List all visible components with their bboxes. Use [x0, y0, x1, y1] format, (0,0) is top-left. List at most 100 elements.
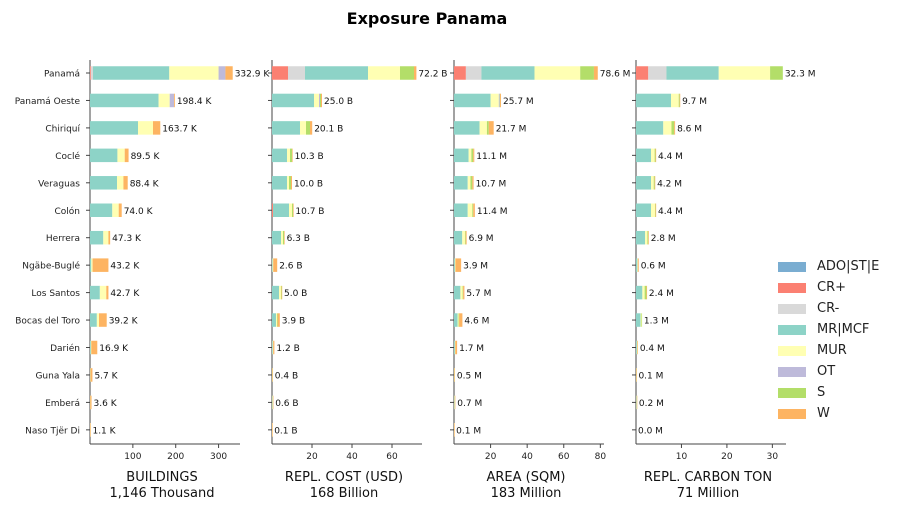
bar-segment: [287, 148, 290, 163]
bar-segment: [671, 93, 679, 108]
bar-segment: [272, 395, 273, 410]
bar-value-label: 8.6 M: [677, 124, 702, 134]
bar-value-label: 0.2 M: [639, 399, 664, 409]
bar-value-label: 21.7 M: [496, 124, 527, 134]
bar-segment: [655, 148, 657, 163]
bar-segment: [123, 176, 128, 190]
bar-value-label: 47.3 K: [112, 234, 142, 244]
chart-panel-2: 20 40 60 REPL. COST (USD)168 Billion 72.2 B 2…: [268, 60, 447, 501]
bar-segment: [281, 285, 282, 300]
bar-segment: [273, 203, 289, 217]
category-label: Herrera: [46, 234, 80, 244]
bar-segment: [90, 66, 93, 80]
category-label: Coclé: [55, 151, 80, 162]
x-tick-label: 20: [306, 452, 318, 462]
bar-value-label: 89.5 K: [131, 152, 161, 162]
bar-segment: [273, 258, 278, 272]
legend-label: OT: [817, 364, 836, 379]
x-tick-label: 30: [767, 452, 779, 462]
bar-segment: [636, 230, 646, 245]
bar-segment: [272, 423, 273, 437]
bar-segment: [642, 285, 645, 300]
bar-segment: [291, 176, 292, 190]
x-tick-label: 10: [676, 452, 688, 462]
legend-swatch: [778, 261, 806, 272]
bar-segment: [500, 93, 502, 108]
bar-value-label: 78.6 M: [600, 70, 631, 80]
bar-segment: [454, 340, 456, 355]
bar-segment: [414, 66, 417, 80]
bar-value-label: 3.6 K: [94, 399, 118, 409]
bar-segment: [479, 121, 487, 135]
bar-value-label: 163.7 K: [162, 124, 198, 134]
bar-segment: [663, 121, 672, 135]
bar-value-label: 0.1 M: [638, 371, 663, 381]
bar-value-label: 39.2 K: [109, 317, 139, 327]
bar-segment: [454, 203, 468, 217]
bar-segment: [90, 230, 104, 245]
bar-segment: [90, 423, 91, 437]
bar-segment: [272, 66, 288, 80]
chart-panel-3: 20 40 60 80 AREA (SQM)183 Million 78.6 M 25.7 …: [450, 60, 630, 501]
bar-segment: [272, 93, 314, 108]
bar-segment: [90, 285, 100, 300]
x-tick-label: 40: [521, 452, 533, 462]
bar-segment: [290, 148, 292, 163]
bar-segment: [272, 285, 279, 300]
bar-segment: [272, 176, 287, 190]
bar-value-label: 0.4 M: [640, 344, 665, 354]
bar-segment: [272, 121, 300, 135]
bar-segment: [118, 203, 122, 217]
bar-segment: [117, 176, 124, 190]
bar-segment: [454, 93, 491, 108]
bar-segment: [459, 313, 463, 327]
bar-segment: [310, 121, 313, 135]
category-label: Guna Yala: [35, 371, 80, 381]
bar-segment: [289, 203, 292, 217]
bar-value-label: 0.6 B: [275, 399, 298, 409]
bar-value-label: 1.7 M: [459, 344, 484, 354]
bar-segment: [103, 230, 109, 245]
bar-value-label: 0.1 M: [456, 426, 481, 436]
bar-segment: [272, 258, 273, 272]
bar-segment: [473, 148, 475, 163]
bar-segment: [467, 203, 473, 217]
bar-segment: [277, 313, 278, 327]
bar-segment: [169, 66, 219, 80]
bar-segment: [671, 121, 675, 135]
bar-segment: [646, 285, 648, 300]
bar-segment: [289, 176, 291, 190]
bar-value-label: 3.9 M: [463, 262, 488, 272]
bar-segment: [90, 340, 92, 355]
bar-value-label: 0.4 B: [275, 371, 298, 381]
bar-segment: [124, 148, 129, 163]
bar-value-label: 4.6 M: [464, 317, 489, 327]
bar-segment: [138, 121, 153, 135]
bar-segment: [272, 313, 276, 327]
bar-value-label: 0.6 M: [641, 262, 666, 272]
bar-segment: [272, 258, 274, 272]
legend-item: OT: [778, 361, 879, 382]
bar-segment: [272, 230, 281, 245]
x-tick-label: 200: [167, 452, 184, 462]
bar-segment: [90, 148, 118, 163]
bar-segment: [454, 395, 456, 410]
bar-value-label: 198.4 K: [177, 97, 213, 107]
bar-segment: [90, 93, 159, 108]
bar-segment: [490, 93, 499, 108]
x-axis-total: 168 Billion: [310, 486, 379, 501]
x-tick-label: 60: [558, 452, 570, 462]
bar-segment: [473, 203, 475, 217]
x-axis-total: 183 Million: [491, 486, 562, 501]
bar-value-label: 4.2 M: [657, 179, 682, 189]
category-label: Panamá: [44, 70, 80, 80]
bar-segment: [293, 203, 294, 217]
bar-segment: [99, 313, 107, 327]
bar-segment: [679, 93, 681, 108]
bar-segment: [636, 285, 643, 300]
bar-value-label: 32.3 M: [785, 70, 816, 80]
legend: ADO|ST|E CR+ CR- MR|MCF MUR OT S W: [778, 256, 879, 424]
bar-segment: [153, 121, 161, 135]
bar-segment: [400, 66, 414, 80]
bar-segment: [674, 121, 676, 135]
